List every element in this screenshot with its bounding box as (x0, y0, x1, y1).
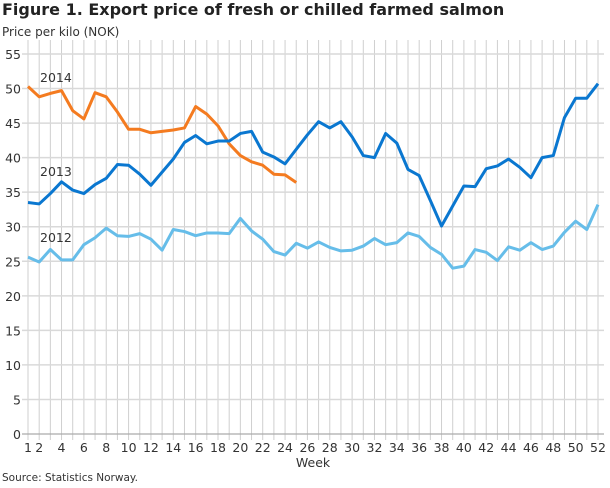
y-tick-label: 0 (13, 427, 21, 442)
x-tick-label: 8 (102, 440, 110, 455)
x-tick-label: 40 (456, 440, 472, 455)
x-tick-label: 36 (411, 440, 427, 455)
series-line-2013 (27, 82, 600, 228)
x-tick-label: 1 (24, 440, 32, 455)
y-tick-label: 45 (5, 116, 21, 131)
x-tick-label: 4 (58, 440, 66, 455)
x-tick-label: 48 (545, 440, 561, 455)
y-tick-label: 50 (5, 82, 21, 97)
x-tick-label: 50 (568, 440, 584, 455)
x-tick-label: 12 (143, 440, 159, 455)
y-tick-label: 15 (5, 323, 21, 338)
series-line-2012 (27, 204, 600, 270)
x-tick-label: 46 (523, 440, 539, 455)
x-tick-label: 26 (299, 440, 315, 455)
series-label-2013: 2013 (40, 164, 72, 179)
x-tick-label: 18 (210, 440, 226, 455)
y-tick-label: 35 (5, 185, 21, 200)
y-axis-label: Price per kilo (NOK) (2, 25, 120, 39)
x-tick-label: 20 (232, 440, 248, 455)
y-tick-label: 30 (5, 220, 21, 235)
x-tick-label: 24 (277, 440, 293, 455)
y-tick-label: 25 (5, 254, 21, 269)
y-tick-label: 20 (5, 289, 21, 304)
y-tick-label: 10 (5, 358, 21, 373)
y-tick-label: 5 (13, 392, 21, 407)
x-tick-label: 32 (367, 440, 383, 455)
y-tick-label: 40 (5, 151, 21, 166)
x-tick-label: 10 (121, 440, 137, 455)
x-tick-label: 6 (80, 440, 88, 455)
x-tick-label: 14 (165, 440, 181, 455)
x-axis-label: Week (296, 455, 331, 470)
x-tick-label: 44 (501, 440, 517, 455)
x-tick-label: 16 (188, 440, 204, 455)
series-line-2014 (26, 85, 298, 184)
y-tick-label: 55 (5, 47, 21, 62)
series-label-2014: 2014 (40, 70, 72, 85)
x-tick-label: 2 (35, 440, 43, 455)
source-note: Source: Statistics Norway. (2, 472, 138, 484)
x-tick-label: 22 (255, 440, 271, 455)
x-tick-label: 52 (590, 440, 606, 455)
x-tick-label: 42 (478, 440, 494, 455)
series-label-2012: 2012 (40, 230, 72, 245)
chart-title: Figure 1. Export price of fresh or chill… (2, 0, 505, 19)
x-tick-label: 34 (389, 440, 405, 455)
x-tick-label: 28 (322, 440, 338, 455)
x-tick-label: 30 (344, 440, 360, 455)
x-tick-label: 38 (434, 440, 450, 455)
